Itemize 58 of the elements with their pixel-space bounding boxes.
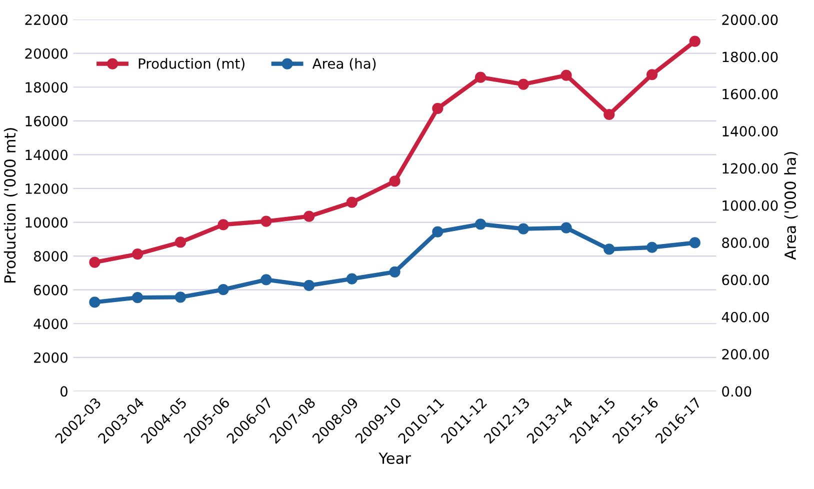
point [174,236,186,248]
point [303,210,315,222]
y-tick-label: 18000 [26,82,68,93]
point [604,244,615,255]
point [89,256,100,268]
y2-axis-title: Area ('000 ha) [784,152,798,260]
y2-tick-label: 0.00 [722,386,752,397]
y-tick-label: 6000 [34,284,68,296]
legend-label: Production (mt) [138,58,244,70]
y-tick-label: 2000 [34,352,68,363]
point [218,219,229,230]
point [518,223,529,234]
point [260,274,272,286]
point [132,292,144,304]
y2-tick-label: 400.00 [722,312,769,322]
y-tick-label: 8000 [34,251,68,262]
y2-tick-label: 600.00 [722,274,769,286]
point [218,284,229,296]
y2-tick-label: 1200.00 [722,163,778,174]
point [389,176,400,187]
point [560,222,572,234]
y-tick-label: 14000 [26,150,68,160]
y-tick-label: 22000 [25,14,68,26]
y2-tick-label: 1600.00 [722,88,778,100]
legend-label: Area (ha) [312,58,376,70]
point [474,72,486,83]
y-tick-label: 0 [60,386,68,397]
y2-tick-label: 2000.00 [722,14,778,26]
y-tick-label: 20000 [25,48,68,59]
point [689,36,700,47]
y-tick-label: 16000 [26,116,68,126]
y-tick-label: 4000 [34,318,68,330]
point [174,292,186,303]
y2-tick-label: 1000.00 [722,200,778,211]
y2-tick-label: 800.00 [722,238,769,248]
y2-tick-label: 1800.00 [722,52,778,62]
point [432,226,444,238]
point [260,216,272,227]
point [389,266,400,278]
point [432,102,444,114]
point [303,280,315,292]
x-axis-title: Year [378,452,411,464]
point [474,218,486,230]
point [560,70,572,81]
point [346,196,358,208]
point [518,78,529,90]
point [89,296,100,308]
y2-tick-label: 1400.00 [722,126,778,137]
point [646,69,658,80]
y-tick-label: 10000 [26,217,68,228]
point [346,273,358,284]
point [604,108,615,120]
point [132,248,144,260]
point [689,237,700,248]
y-tick-label: 12000 [26,183,68,194]
point [646,242,658,253]
y2-tick-label: 200.00 [722,349,769,360]
y-axis-title: Production ('000 mt) [4,128,18,282]
